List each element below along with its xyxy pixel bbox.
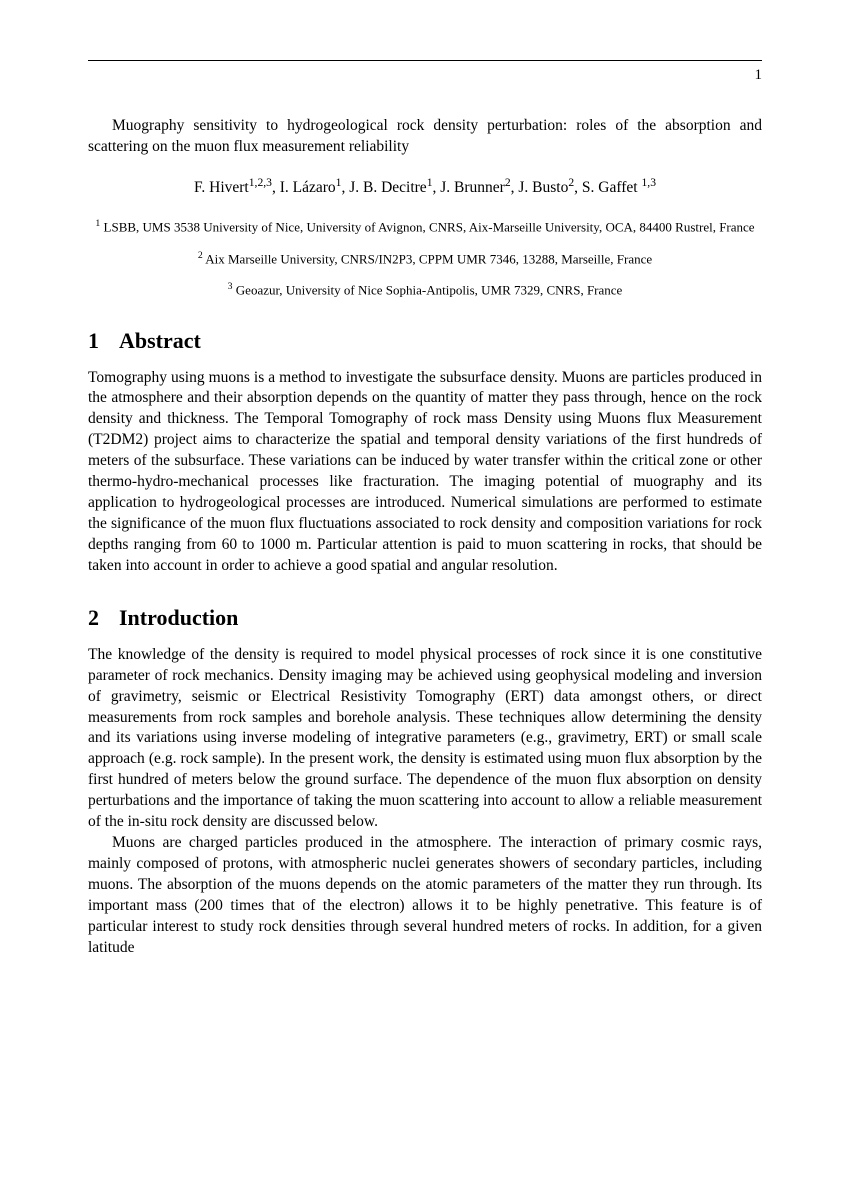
- affiliation-3: 3 Geoazur, University of Nice Sophia-Ant…: [88, 280, 762, 300]
- section-number: 2: [88, 605, 99, 630]
- abstract-paragraph: Tomography using muons is a method to in…: [88, 368, 762, 577]
- section-number: 1: [88, 328, 99, 353]
- paper-title: Muography sensitivity to hydrogeological…: [88, 116, 762, 158]
- section-introduction: 2 Introduction The knowledge of the densi…: [88, 605, 762, 959]
- section-title: Abstract: [119, 328, 201, 353]
- affiliation-1: 1 LSBB, UMS 3538 University of Nice, Uni…: [88, 217, 762, 237]
- header-rule: [88, 60, 762, 61]
- section-heading: 1 Abstract: [88, 328, 762, 354]
- intro-paragraph-2: Muons are charged particles produced in …: [88, 833, 762, 959]
- section-abstract: 1 Abstract Tomography using muons is a me…: [88, 328, 762, 577]
- section-heading: 2 Introduction: [88, 605, 762, 631]
- section-title: Introduction: [119, 605, 238, 630]
- affiliation-2: 2 Aix Marseille University, CNRS/IN2P3, …: [88, 249, 762, 269]
- page-number: 1: [88, 67, 762, 84]
- intro-paragraph-1: The knowledge of the density is required…: [88, 645, 762, 833]
- authors-line: F. Hivert1,2,3, I. Lázaro1, J. B. Decitr…: [88, 176, 762, 197]
